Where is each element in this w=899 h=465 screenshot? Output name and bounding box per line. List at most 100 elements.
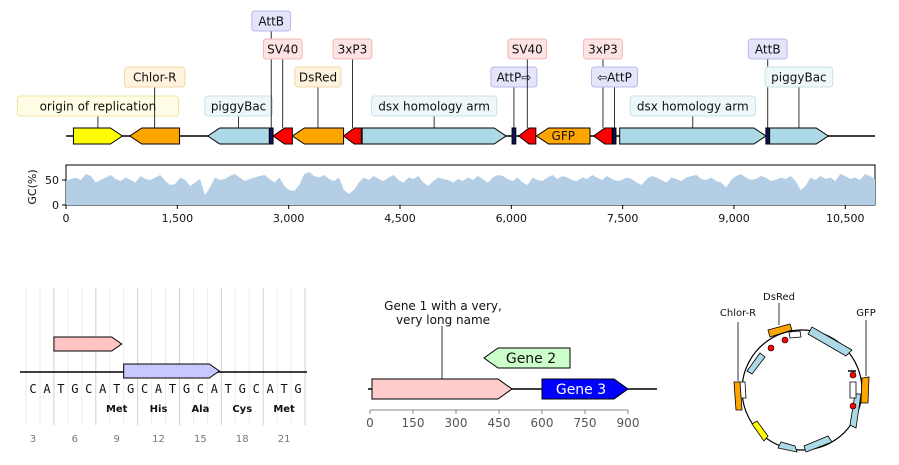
circ-feature-red-2 [781,336,789,344]
gc-area-series [66,172,875,205]
gc-ylabel: GC(%) [26,169,39,204]
feature-arrow [128,127,181,145]
gene-label: Gene 1 with a very, [384,299,502,313]
gene-arrow [483,347,571,369]
gene-arrow [371,378,513,400]
circ-feature-gfp [860,376,870,404]
feature-label: SV40 [512,43,543,57]
circ-feature-arm-1 [807,326,853,357]
feature-label: piggyBac [211,100,266,114]
circ-feature-ori [751,420,769,442]
feature-label-box [16,95,180,117]
feature-label-box [764,66,834,88]
gene-label: Gene 2 [506,351,556,367]
x-tick-label: 6,000 [496,212,528,225]
feature-arrow [592,127,613,145]
feature-arrow [535,127,591,145]
nucleotide: A [211,382,219,396]
nucleotide: C [85,382,92,396]
feature-arrow [511,127,517,145]
y-tick-label: 50 [45,174,59,187]
feature-label: DsRed [299,71,337,85]
nucleotide: T [225,382,232,396]
nucleotide: T [280,382,287,396]
nucleotide: T [113,382,120,396]
seq-tick-label: 9 [114,434,120,445]
feature-arrow [268,127,274,145]
nucleotide: G [294,382,301,396]
feature-arrow [612,127,617,145]
seq-feature-arrow [123,363,221,379]
feature-arrow [361,127,508,145]
feature-arrow [272,127,293,145]
feature-label: 3xP3 [588,43,618,57]
gc-content-plot: 0 1,500 3,000 4,500 6,000 7,500 9,000 10,500 0 5… [26,164,876,225]
feature-label: ⇦AttP [597,71,632,85]
feature-label: piggyBac [771,71,826,85]
nucleotide: G [239,382,246,396]
feature-label: AttP⇨ [497,71,532,85]
circ-feature-piggybac-2 [746,352,766,375]
circ-feature-arm-3 [803,435,833,453]
amino-acid: His [150,404,168,415]
circ-feature-white-3 [849,381,857,399]
nucleotide: T [57,382,64,396]
x-tick-label: 4,500 [384,212,416,225]
feature-label: 3xP3 [338,43,368,57]
gene-tick-label: 750 [574,416,597,430]
circ-feature-arm-2 [849,393,862,429]
circ-feature-red-3 [849,371,857,379]
x-tick-label: 9,000 [718,212,750,225]
feature-label-box [204,95,273,117]
feature-label: Chlor-R [133,71,177,85]
seq-tick-label: 6 [72,434,78,445]
gene-panel: Gene 1 with a very,very long name Gene 2G… [366,299,657,430]
circular-plasmid-map: Chlor-R DsRed GFP [720,292,876,453]
seq-tick-label: 12 [152,434,165,445]
gene-tick-label: 0 [366,416,374,430]
amino-acid: Met [273,404,295,415]
gene-label: Gene 3 [556,382,606,398]
feature-label: GFP [552,129,575,143]
gene-tick-label: 600 [531,416,554,430]
x-tick-label: 7,500 [607,212,639,225]
seq-tick-label: 21 [278,434,291,445]
gene-tick-label: 300 [445,416,468,430]
circ-label-gfp: GFP [856,308,876,319]
circ-feature-white-2 [788,330,802,339]
nucleotide: T [169,382,176,396]
gene-tick-label: 150 [402,416,425,430]
feature-arrow [291,127,345,145]
feature-label-box [251,10,292,32]
nucleotide: C [141,382,148,396]
circ-feature-arm-4 [777,441,798,453]
nucleotide: C [253,382,260,396]
nucleotide: G [71,382,78,396]
linear-plasmid-map: origin of replication Chlor-R piggyBac AttB… [16,10,875,145]
feature-label: origin of replication [40,100,157,114]
x-tick-label: 1,500 [162,212,194,225]
seq-tick-label: 18 [236,434,249,445]
feature-label-box [747,38,788,60]
circ-feature-red-4 [849,402,857,410]
feature-label-box [262,38,303,60]
x-tick-label: 0 [63,212,70,225]
gene-arrow [541,378,629,400]
circ-label-chlor: Chlor-R [720,308,756,319]
feature-label-box [507,38,548,60]
feature-label-box [123,66,186,88]
nucleotide: C [29,382,36,396]
feature-label-box [332,38,373,60]
feature-label-box [490,66,538,88]
seq-tick-label: 15 [194,434,207,445]
nucleotide: A [99,382,107,396]
amino-acid: Ala [191,404,209,415]
feature-arrow [765,127,771,145]
feature-label: SV40 [267,43,298,57]
x-tick-label: 3,000 [273,212,305,225]
amino-acid: Met [106,404,128,415]
circ-feature-red-1 [767,344,775,352]
feature-label: dsx homology arm [378,100,490,114]
gene-tick-label: 900 [617,416,640,430]
feature-label-box [629,95,756,117]
